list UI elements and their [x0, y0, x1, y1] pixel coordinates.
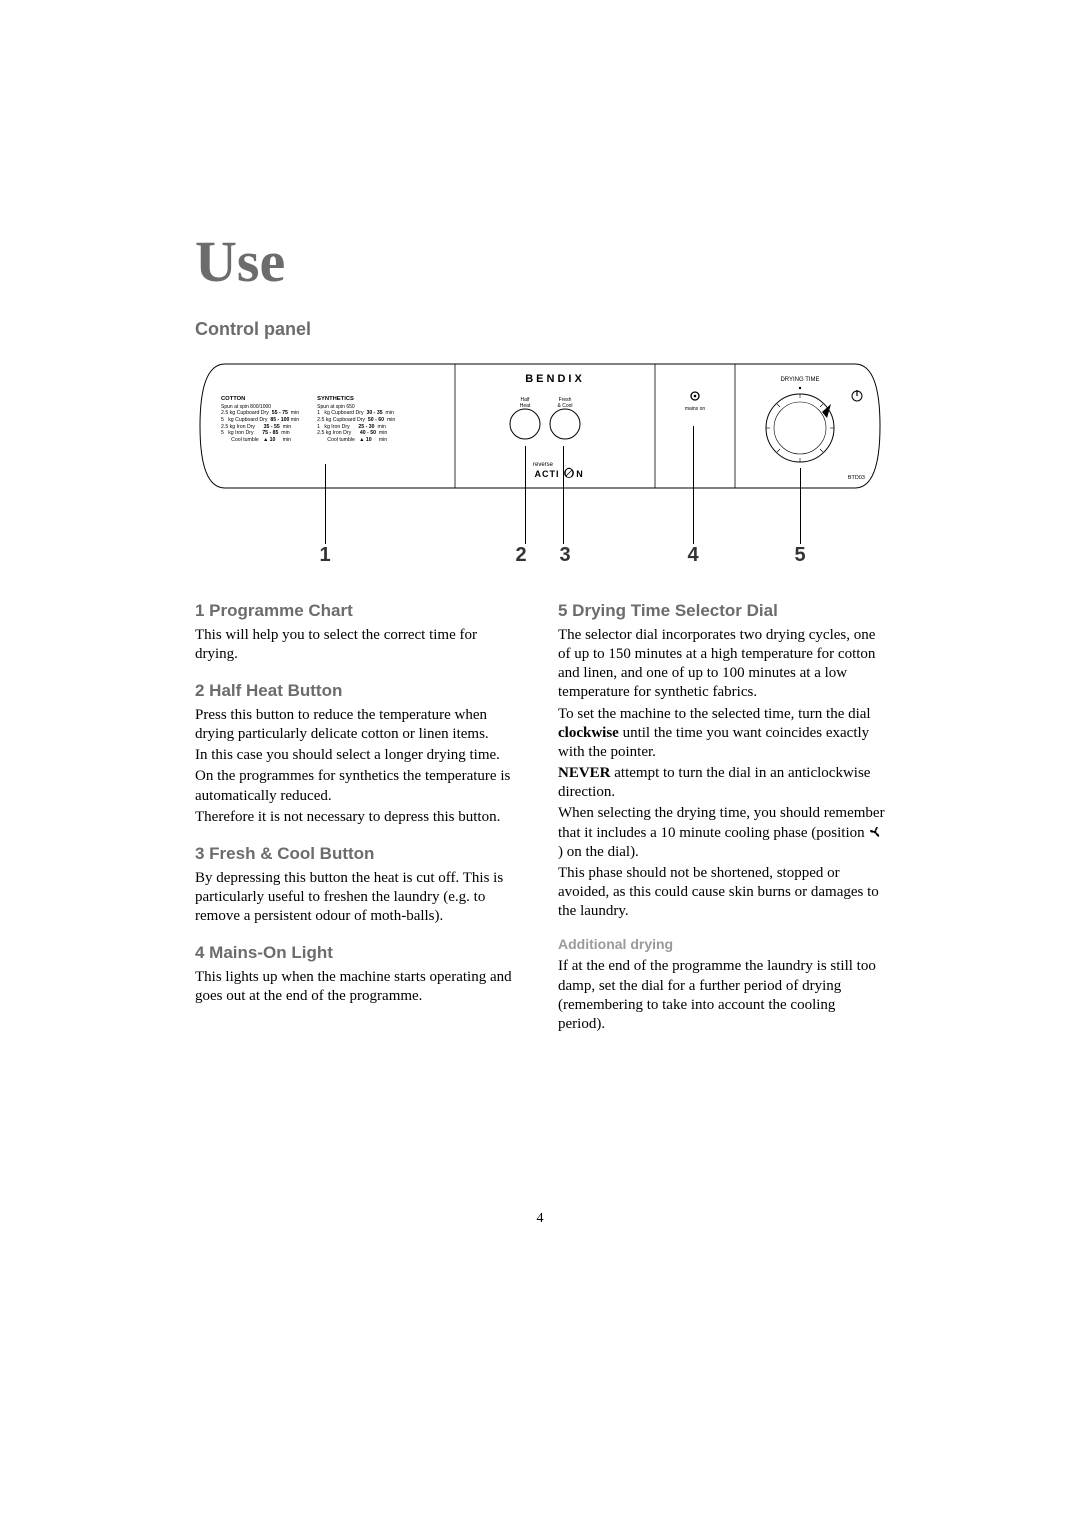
brand-text: BENDIX: [525, 373, 585, 385]
heading-5: 5 Drying Time Selector Dial: [558, 600, 885, 622]
para-5a: The selector dial incorporates two dryin…: [558, 626, 885, 703]
para-1: This will help you to select the correct…: [195, 626, 522, 664]
action-label: ACTI: [535, 469, 560, 479]
control-panel-diagram: BENDIX Half Heat Fresh & Cool reverse AC…: [195, 356, 885, 566]
body-columns: 1 Programme Chart This will help you to …: [195, 584, 885, 1036]
page-number: 4: [0, 1211, 1080, 1227]
callout-5: 5: [794, 544, 805, 567]
left-column: 1 Programme Chart This will help you to …: [195, 584, 522, 1036]
callouts: 1 2 3 4 5: [195, 496, 885, 566]
fan-icon: [868, 825, 882, 839]
para-2d: Therefore it is not necessary to depress…: [195, 808, 522, 827]
svg-text:N: N: [576, 469, 584, 479]
callout-1: 1: [319, 544, 330, 567]
para-4: This lights up when the machine starts o…: [195, 968, 522, 1006]
reverse-label: reverse: [533, 462, 554, 468]
para-2c: On the programmes for synthetics the tem…: [195, 767, 522, 805]
para-3: By depressing this button the heat is cu…: [195, 869, 522, 927]
mains-on-label: mains on: [685, 406, 706, 412]
para-5c: NEVER attempt to turn the dial in an ant…: [558, 764, 885, 802]
para-5d: When selecting the drying time, you shou…: [558, 804, 885, 862]
callout-3: 3: [559, 544, 570, 567]
svg-text:& Cool: & Cool: [557, 403, 572, 409]
para-5b: To set the machine to the selected time,…: [558, 705, 885, 763]
synthetics-chart: SYNTHETICS Spun at spin 650 1 kg Cupboar…: [317, 396, 395, 444]
model-label: BTD03: [848, 475, 865, 481]
drying-time-label: DRYING TIME: [780, 377, 819, 383]
para-2b: In this case you should select a longer …: [195, 746, 522, 765]
panel-svg: BENDIX Half Heat Fresh & Cool reverse AC…: [195, 356, 885, 496]
page-title: Use: [195, 228, 885, 295]
para-5f: If at the end of the programme the laund…: [558, 957, 885, 1034]
heading-1: 1 Programme Chart: [195, 600, 522, 622]
heading-3: 3 Fresh & Cool Button: [195, 843, 522, 865]
heading-4: 4 Mains-On Light: [195, 942, 522, 964]
right-column: 5 Drying Time Selector Dial The selector…: [558, 584, 885, 1036]
heading-2: 2 Half Heat Button: [195, 680, 522, 702]
svg-text:Heat: Heat: [520, 403, 531, 409]
para-2a: Press this button to reduce the temperat…: [195, 706, 522, 744]
section-heading: Control panel: [195, 319, 885, 340]
callout-4: 4: [687, 544, 698, 567]
cotton-chart: COTTON Spun at spin 800/1000 2.5 kg Cupb…: [217, 396, 299, 444]
callout-2: 2: [515, 544, 526, 567]
para-5e: This phase should not be shortened, stop…: [558, 864, 885, 922]
additional-drying-heading: Additional drying: [558, 936, 885, 954]
